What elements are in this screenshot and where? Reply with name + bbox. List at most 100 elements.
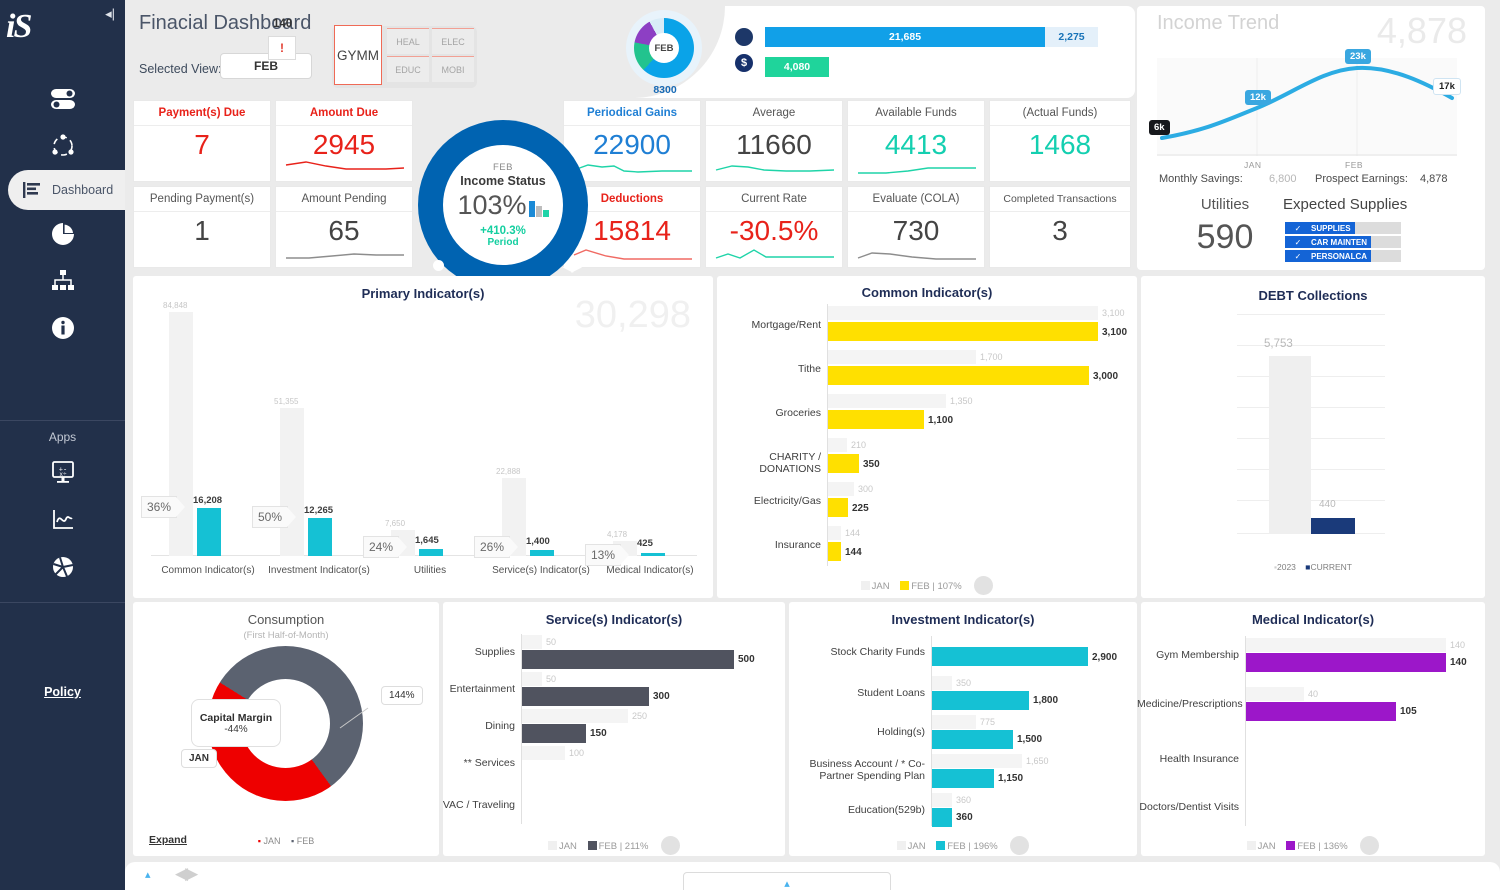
hierarchy-icon — [51, 270, 74, 290]
chart-baseline — [931, 636, 932, 826]
sidebar-item-calculator[interactable]: +- x÷ — [0, 450, 125, 496]
bar-current-label: 16,208 — [193, 495, 223, 506]
kpi-pending-payments[interactable]: Pending Payment(s) 1 — [133, 186, 271, 268]
kpi-payments-due[interactable]: Payment(s) Due 7 — [133, 100, 271, 182]
expected-supply-row[interactable]: ✓ PERSONALCA — [1285, 250, 1401, 262]
line-chart-icon — [52, 510, 73, 529]
sidebar-item-dashboard[interactable]: Dashboard — [8, 170, 125, 210]
pie-chart-icon — [51, 223, 74, 245]
header-gauge-card: FEB 8300 $ 21,685 2,275 4,080 — [595, 6, 1135, 98]
legend-jan: JAN — [263, 836, 281, 846]
carousel-dot[interactable] — [433, 260, 444, 271]
kpi-periodical-gains[interactable]: Periodical Gains 22900 — [563, 100, 701, 182]
capital-margin-title: Capital Margin — [199, 711, 273, 724]
tile-gymm[interactable]: GYMM — [334, 25, 382, 85]
debt-collections-legend: ▪2023 ■CURRENT — [1273, 562, 1352, 572]
consumption-callout-feb: 144% — [381, 686, 423, 705]
carousel-arrows-icon[interactable]: ◀▶ — [562, 258, 581, 274]
income-status-donut[interactable]: FEB Income Status 103% +410.3% Period ◀▶ — [418, 120, 588, 290]
income-status-delta: +410.3% — [480, 225, 526, 237]
expected-supply-row[interactable]: ✓ SUPPLIES — [1285, 222, 1401, 234]
chart-baseline — [1245, 636, 1246, 826]
percent-badge: 50% — [252, 506, 297, 528]
percent-badge: 13% — [585, 544, 630, 566]
kpi-current-rate[interactable]: Current Rate -30.5% — [705, 186, 843, 268]
kpi-value: 65 — [328, 215, 360, 246]
chart-knob[interactable] — [1010, 836, 1030, 855]
service-category: Supplies — [474, 646, 515, 658]
app-logo: iS — [6, 8, 32, 45]
chart-baseline — [827, 304, 828, 566]
debt-bar-2023 — [1269, 356, 1311, 534]
tile-mobi[interactable]: MOBI — [432, 56, 474, 82]
main-content: Finacial Dashboard Selected View: FEB GY… — [125, 0, 1500, 890]
investment-indicators-title: Investment Indicator(s) — [891, 612, 1035, 627]
consumption-expand-link[interactable]: Expand — [149, 834, 187, 846]
expected-supply-name: CAR MAINTEN — [1311, 236, 1371, 248]
tile-heal[interactable]: HEAL — [387, 28, 429, 54]
consumption-title: Consumption — [247, 612, 325, 627]
legend-ratio: 136% — [1323, 841, 1348, 852]
bar-previous-label: 140 — [1450, 640, 1466, 650]
kpi-amount-pending[interactable]: Amount Pending 65 — [275, 186, 413, 268]
income-status-title: Income Status — [460, 174, 546, 188]
chart-knob[interactable] — [661, 836, 681, 855]
bar-current — [419, 549, 443, 556]
kpi-value: 7 — [194, 129, 210, 160]
consumption-panel: Consumption (First Half-of-Month) Capita… — [133, 602, 439, 856]
kpi-amount-due[interactable]: Amount Due 2945 — [275, 100, 413, 182]
page-arrows-icon[interactable]: ◀▶ — [175, 864, 198, 883]
chart-knob[interactable] — [1360, 836, 1380, 855]
kpi-evaluate-cola[interactable]: Evaluate (COLA) 730 — [847, 186, 985, 268]
kpi-title: Deductions — [564, 187, 700, 212]
mini-donut-chart: FEB — [634, 18, 694, 78]
bar-current — [932, 647, 1088, 666]
bar-current — [530, 550, 554, 556]
common-category: Electricity/Gas — [753, 495, 821, 507]
bar-previous — [828, 526, 841, 540]
sidebar-item-toggles[interactable] — [0, 76, 125, 122]
sidebar-item-hierarchy[interactable] — [0, 258, 125, 304]
expand-caret-icon[interactable]: ▴ — [145, 869, 151, 881]
debt-collections-panel: DEBT Collections 5,753 440 ▪2023 ■CURREN… — [1141, 276, 1485, 598]
debt-collections-title: DEBT Collections — [1258, 288, 1368, 303]
expected-supplies-label: Expected Supplies — [1283, 196, 1408, 213]
kpi-available-funds[interactable]: Available Funds 4413 — [847, 100, 985, 182]
bar-current-label: 300 — [653, 691, 670, 702]
bar-previous-label: 4,178 — [607, 530, 628, 539]
mini-donut-value: 8300 — [653, 84, 677, 96]
income-status-inner: FEB Income Status 103% +410.3% Period — [443, 145, 563, 265]
kpi-average[interactable]: Average 11660 — [705, 100, 843, 182]
bar-previous-label: 1,700 — [980, 352, 1003, 362]
sidebar-item-aperture[interactable] — [0, 544, 125, 590]
bar-previous — [828, 394, 946, 408]
trend-xtick-feb: FEB — [1345, 160, 1364, 170]
kpi-completed-transactions[interactable]: Completed Transactions 3 — [989, 186, 1131, 268]
selected-view-dropdown[interactable]: FEB — [220, 53, 312, 79]
category-tile-cluster: GYMM HEAL ELEC EDUC MOBI — [332, 25, 477, 88]
sidebar-item-pie[interactable] — [0, 211, 125, 257]
bar-previous-label: 51,355 — [274, 397, 299, 406]
bar-current — [1246, 653, 1446, 672]
legend-feb: FEB — [1297, 841, 1316, 852]
tile-alert-button[interactable]: ! — [268, 36, 296, 60]
kpi-actual-funds[interactable]: (Actual Funds) 1468 — [989, 100, 1131, 182]
kpi-title: Available Funds — [848, 101, 984, 126]
primary-category-label: Medical Indicator(s) — [606, 565, 694, 576]
kpi-title: (Actual Funds) — [990, 101, 1130, 126]
sidebar-item-analytics[interactable] — [0, 497, 125, 543]
chart-knob[interactable] — [974, 576, 994, 595]
sidebar-policy-link[interactable]: Policy — [44, 685, 81, 699]
bar-current — [828, 454, 859, 473]
tile-elec[interactable]: ELEC — [432, 28, 474, 54]
sidebar-item-network[interactable] — [0, 123, 125, 169]
bottom-tab[interactable]: ▴ — [683, 872, 891, 890]
bar-current-label: 1,150 — [998, 773, 1024, 784]
income-trend-title: Income Trend — [1157, 12, 1280, 34]
info-icon — [51, 317, 74, 339]
collapse-icon[interactable]: ◂| — [105, 6, 115, 21]
sidebar-item-info[interactable] — [0, 305, 125, 351]
expected-supply-row[interactable]: ✓ CAR MAINTEN — [1285, 236, 1401, 248]
tile-educ[interactable]: EDUC — [387, 56, 429, 82]
